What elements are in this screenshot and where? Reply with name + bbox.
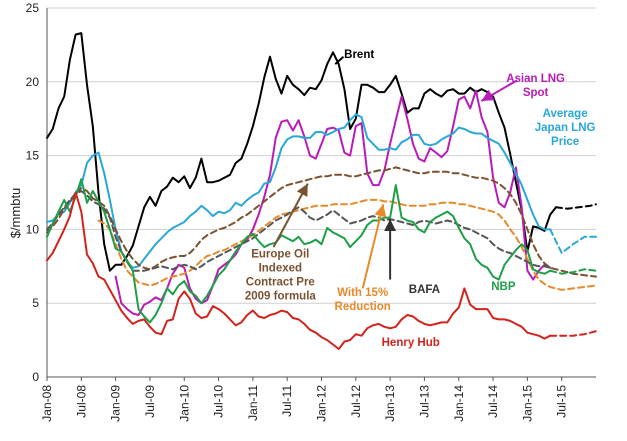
series-line-with-15-reduction	[97, 198, 597, 291]
y-tick-label: 25	[26, 1, 40, 15]
y-tick-label: 20	[26, 75, 40, 89]
y-tick-label: 15	[26, 149, 40, 163]
x-tick-label: Jan-14	[452, 385, 466, 422]
x-tick-label: Jul-14	[486, 385, 500, 418]
annotation-label-europe: Indexed	[259, 262, 302, 274]
annotation-pointer-brent	[334, 55, 345, 65]
series-line-asian-lng-spot	[114, 89, 552, 316]
series-line-henry-hub	[46, 191, 552, 350]
series-line-brent-forecast	[555, 203, 597, 210]
series	[46, 32, 597, 350]
y-tick-label: 0	[32, 370, 39, 384]
series-line-brent	[46, 32, 557, 272]
x-tick-label: Jan-13	[383, 385, 397, 422]
series-line-average-japan-lng-price-forecast	[549, 228, 597, 254]
annotation-label-japan: Japan LNG	[535, 122, 596, 134]
y-axis-label: $/mmbtu	[8, 188, 23, 239]
x-tick-label: Jan-08	[40, 385, 54, 422]
series-line-europe-oil-indexed-contract-pre-2009-formula	[46, 166, 597, 278]
annotation-label-europe: Europe Oil	[251, 248, 309, 260]
annotation-label-japan: Average	[543, 108, 588, 120]
annotation-pointer-reduction	[361, 204, 387, 289]
y-tick-label: 5	[32, 296, 39, 310]
series-line-average-japan-lng-price	[46, 113, 552, 269]
annotation-label-reduction: Reduction	[335, 301, 391, 313]
x-tick-label: Jan-11	[246, 385, 260, 421]
x-tick-label: Jul-09	[143, 385, 157, 418]
series-line-henry-hub-forecast	[549, 330, 597, 337]
x-tick-label: Jan-09	[109, 385, 123, 422]
annotation-label-brent: Brent	[344, 49, 374, 61]
annotation-label-henry: Henry Hub	[382, 337, 440, 349]
annotation-label-nbp: NBP	[491, 281, 516, 293]
annotation-pointer-asian	[480, 79, 518, 102]
x-tick-label: Jan-10	[177, 385, 191, 422]
annotation-label-asian: Spot	[523, 87, 549, 99]
annotations: Brent Asian LNG Spot Average Japan LNG Price E…	[245, 49, 596, 349]
x-tick-label: Jul-08	[74, 385, 88, 418]
series-line-nbp-forecast	[549, 268, 597, 275]
annotation-pointer-europe	[272, 183, 309, 248]
annotation-label-reduction: With 15%	[337, 287, 388, 299]
x-tick-label: Jul-15	[555, 385, 569, 418]
axes: 0 5 10 15 20 25 Jan-08 Jul-08 Jan-09 Jul-09 Jan-10…	[26, 1, 596, 422]
annotation-label-europe: Contract Pre	[246, 276, 315, 288]
series-line-nbp	[46, 178, 552, 324]
annotation-label-europe: 2009 formula	[245, 290, 317, 302]
x-tick-label: Jan-15	[520, 385, 534, 422]
annotation-label-asian: Asian LNG	[506, 73, 565, 85]
x-tick-label: Jul-11	[280, 385, 294, 417]
x-tick-label: Jul-10	[212, 385, 226, 418]
x-tick-label: Jul-12	[349, 385, 363, 418]
x-tick-label: Jan-12	[315, 385, 329, 422]
y-tick-label: 10	[26, 222, 40, 236]
x-tick-label: Jul-13	[417, 385, 431, 418]
annotation-label-bafa: BAFA	[409, 284, 440, 296]
annotation-label-japan: Price	[551, 136, 579, 148]
